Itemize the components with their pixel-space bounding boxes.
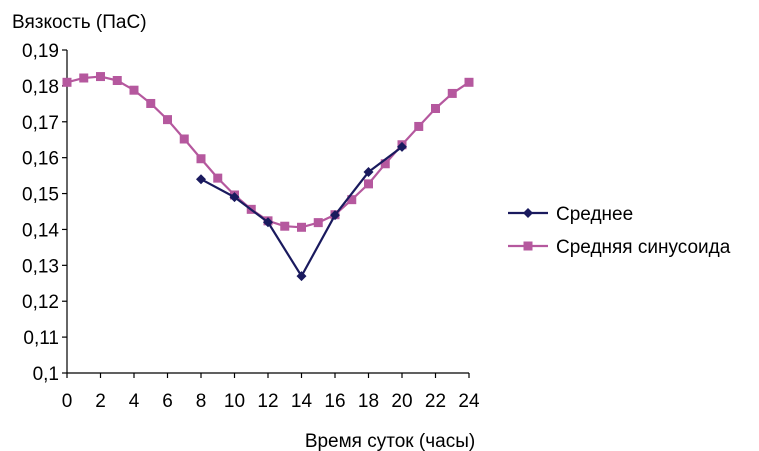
data-point — [79, 73, 89, 83]
data-point — [129, 85, 139, 95]
data-point — [330, 210, 340, 221]
data-point — [263, 217, 273, 228]
data-point — [196, 154, 206, 164]
x-tick-label: 10 — [224, 391, 245, 412]
x-tick-label: 24 — [458, 391, 480, 412]
data-point — [414, 121, 424, 131]
x-tick-label: 6 — [162, 391, 173, 412]
data-point — [179, 134, 189, 144]
data-point — [62, 77, 72, 87]
legend-swatch-marker — [523, 241, 533, 251]
data-point — [296, 271, 307, 282]
legend-item: Среднее — [508, 204, 633, 225]
y-tick-label: 0,16 — [22, 149, 59, 170]
legend-label: Среднее — [556, 204, 633, 225]
x-tick-label: 0 — [62, 391, 73, 412]
x-tick-label: 22 — [425, 391, 446, 412]
legend-swatch-marker — [523, 208, 533, 218]
data-point — [146, 98, 156, 108]
y-tick-label: 0,13 — [22, 256, 59, 277]
data-point — [96, 72, 105, 82]
x-tick-label: 4 — [129, 391, 140, 412]
data-point — [464, 77, 474, 87]
series-line — [66, 75, 470, 229]
x-tick-label: 12 — [257, 391, 278, 412]
legend-label: Средняя синусоида — [556, 237, 731, 258]
x-tick-label: 20 — [391, 391, 412, 412]
x-tick-labels: 0 2 4 6 8 10 12 14 16 18 20 22 24 — [62, 391, 480, 412]
x-tick-label: 2 — [95, 391, 106, 412]
series-sinusoid — [62, 72, 474, 232]
series-line — [200, 146, 403, 278]
y-tick-labels: 0,1 0,11 0,12 0,13 0,14 0,15 0,16 0,17 0,18 0,19 — [22, 41, 59, 385]
data-point — [280, 221, 290, 231]
data-point — [347, 195, 357, 205]
data-point — [213, 173, 223, 183]
data-point — [163, 115, 172, 125]
series-layer — [62, 72, 474, 282]
legend: Среднее Средняя синусоида — [508, 204, 731, 258]
y-tick-label: 0,18 — [22, 77, 59, 98]
data-point — [364, 179, 373, 189]
y-axis-title: Вязкость (ПаС) — [12, 12, 147, 33]
y-tick-label: 0,17 — [22, 113, 59, 134]
y-tick-label: 0,12 — [22, 292, 59, 313]
y-tick-label: 0,1 — [33, 364, 59, 385]
x-tick-label: 8 — [196, 391, 207, 412]
data-point — [431, 103, 440, 113]
data-point — [313, 218, 323, 228]
data-point — [380, 159, 390, 169]
y-tick-label: 0,15 — [22, 185, 59, 206]
data-point — [196, 174, 206, 185]
x-tick-label: 18 — [358, 391, 379, 412]
data-point — [229, 192, 240, 203]
axes — [62, 49, 470, 378]
data-point — [363, 167, 374, 178]
y-tick-label: 0,14 — [22, 220, 59, 241]
data-point — [112, 76, 122, 86]
legend-item: Средняя синусоида — [508, 237, 731, 258]
y-tick-label: 0,11 — [23, 328, 59, 349]
data-point — [397, 141, 407, 152]
x-tick-label: 14 — [291, 391, 313, 412]
x-tick-label: 16 — [324, 391, 345, 412]
x-axis-title: Время суток (часы) — [305, 431, 475, 451]
data-point — [447, 88, 457, 98]
data-point — [297, 222, 306, 232]
y-tick-label: 0,19 — [22, 41, 59, 62]
series-mean — [196, 141, 407, 282]
